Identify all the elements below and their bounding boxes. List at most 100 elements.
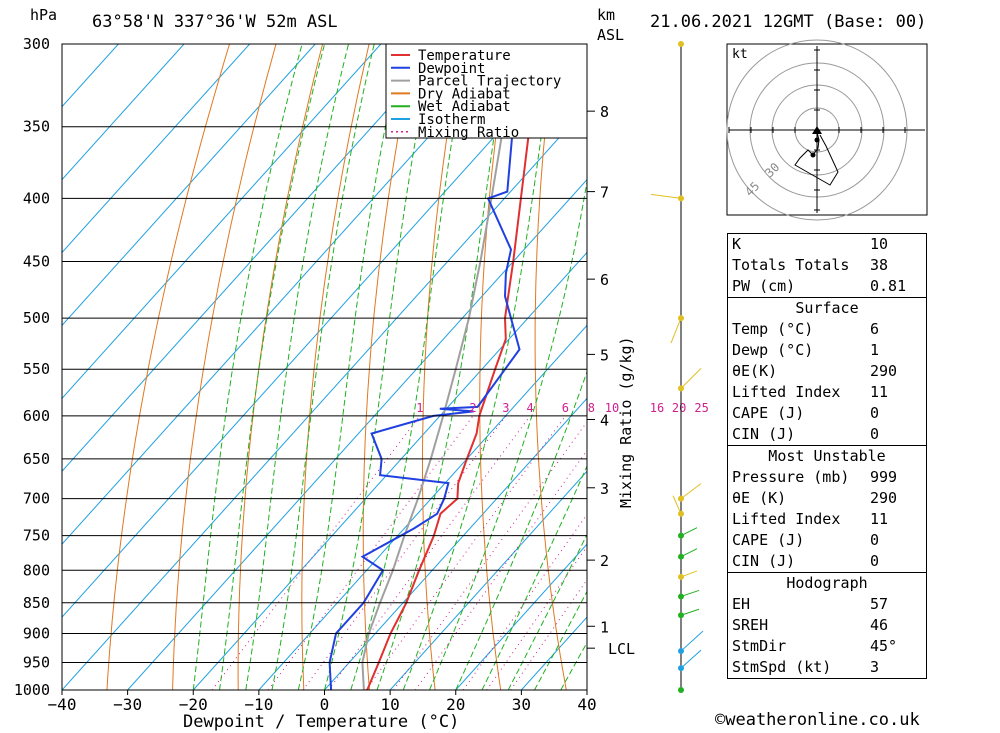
index-value: 1 <box>866 340 927 361</box>
mixing-ratio-label: 3 <box>502 401 509 415</box>
mixing-ratio-axis-label: Mixing Ratio (g/kg) <box>617 336 635 508</box>
mixing-ratio-line <box>462 513 587 690</box>
credit-text: ©weatheronline.co.uk <box>715 710 920 730</box>
isotherm-line <box>62 44 579 618</box>
index-label: K <box>727 233 866 255</box>
x-tick-label: −30 <box>113 695 142 714</box>
pressure-tick-label: 500 <box>23 309 50 327</box>
index-label: Lifted Index <box>727 509 866 530</box>
storm-motion-marker <box>812 126 822 134</box>
wind-barb <box>680 649 702 669</box>
x-tick-label: 0 <box>320 695 330 714</box>
indices-table: K 10 Totals Totals 38 PW (cm) 0.81 Surface Temp… <box>727 233 927 679</box>
mixing-ratio-label: 8 <box>588 401 595 415</box>
isotherm-line <box>127 178 587 690</box>
wind-barb-dot <box>678 553 684 560</box>
isotherm-line <box>62 44 316 327</box>
dry-adiabat-line <box>362 44 417 690</box>
mixing-ratio-line <box>328 415 531 690</box>
plot-frame <box>61 43 588 691</box>
dry-adiabat-line <box>534 44 567 690</box>
pressure-tick-label: 450 <box>23 253 50 271</box>
wet-adiabat-line <box>481 464 587 690</box>
mixing-ratio-label: 20 <box>672 401 686 415</box>
mixing-ratio-line <box>393 421 587 690</box>
hodograph-point <box>810 152 816 158</box>
pressure-tick-label: 350 <box>23 118 50 136</box>
wind-barb <box>670 317 682 344</box>
mixing-ratio-label: 25 <box>694 401 708 415</box>
location-title: 63°58'N 337°36'W 52m ASL <box>92 12 338 32</box>
index-value: 45° <box>866 636 927 657</box>
indices-row: CAPE (J) 0 <box>727 403 927 424</box>
index-label: CIN (J) <box>727 551 866 573</box>
legend-label: Dry Adiabat <box>418 86 511 102</box>
index-value: 11 <box>866 382 927 403</box>
legend-label: Wet Adiabat <box>418 99 511 115</box>
km-tick-label: 4 <box>600 411 609 429</box>
section-title: Most Unstable <box>727 445 927 467</box>
indices-row: CIN (J) 0 <box>727 551 927 573</box>
km-tick-label: 2 <box>600 552 609 570</box>
indices-row: StmDir 45° <box>727 636 927 657</box>
isotherm-line <box>258 324 587 690</box>
index-value: 0 <box>866 551 927 573</box>
pressure-tick-label: 550 <box>23 360 50 378</box>
isotherm-line <box>192 251 587 690</box>
mixing-ratio-line <box>486 545 587 690</box>
index-value: 290 <box>866 488 927 509</box>
x-tick-label: 30 <box>512 695 531 714</box>
x-tick-label: −40 <box>48 695 77 714</box>
indices-row: Lifted Index 11 <box>727 382 927 403</box>
wind-barb-dot <box>678 41 684 47</box>
pressure-tick-label: 900 <box>23 624 50 642</box>
indices-row: Totals Totals 38 <box>727 255 927 276</box>
index-label: Lifted Index <box>727 382 866 403</box>
wind-barb <box>680 608 700 616</box>
wind-barb-dot <box>678 593 684 600</box>
legend-label: Temperature <box>418 48 511 64</box>
pressure-tick-label: 600 <box>23 407 50 425</box>
km-tick-label: 5 <box>600 346 609 364</box>
wind-barb-dot <box>678 315 684 322</box>
index-label: θE (K) <box>727 488 866 509</box>
isotherm-line <box>455 543 587 690</box>
km-tick-label: 3 <box>600 480 609 498</box>
index-label: StmDir <box>727 636 866 657</box>
x-axis-label: Dewpoint / Temperature (°C) <box>183 712 459 732</box>
wet-adiabat-line <box>192 44 303 690</box>
index-label: CIN (J) <box>727 424 866 446</box>
wind-barb-dot <box>678 648 684 655</box>
indices-row: SREH 46 <box>727 615 927 636</box>
legend-label: Dewpoint <box>418 61 485 77</box>
wind-barb-dot <box>678 495 684 502</box>
pressure-tick-label: 1000 <box>14 681 50 699</box>
index-value: 0 <box>866 530 927 551</box>
legend-box <box>385 43 588 139</box>
legend-label: Parcel Trajectory <box>418 74 561 90</box>
mixing-ratio-label: 16 <box>650 401 664 415</box>
x-tick-label: 40 <box>577 695 596 714</box>
indices-row: StmSpd (kt) 3 <box>727 657 927 679</box>
indices-row: EH 57 <box>727 594 927 615</box>
wet-adiabat-line <box>219 44 326 690</box>
x-tick-label: 20 <box>446 695 465 714</box>
km-tick-label: 8 <box>600 103 609 121</box>
wind-barb <box>672 495 682 514</box>
indices-row: θE (K) 290 <box>727 488 927 509</box>
wind-barb-dot <box>678 385 684 392</box>
isotherm-line <box>389 470 587 690</box>
indices-row: CAPE (J) 0 <box>727 530 927 551</box>
index-value: 38 <box>866 255 927 276</box>
date-title: 21.06.2021 12GMT (Base: 00) <box>650 12 926 32</box>
isotherm-line <box>62 44 185 181</box>
hodograph-point <box>814 137 820 143</box>
km-tick-label: 7 <box>600 184 609 202</box>
km-tick-label: 1 <box>600 618 609 636</box>
wind-barb <box>680 483 702 500</box>
isotherm-line <box>62 44 119 108</box>
isotherm-line <box>62 44 382 400</box>
indices-row: Pressure (mb) 999 <box>727 467 927 488</box>
index-value: 11 <box>866 509 927 530</box>
wind-barb <box>680 368 702 389</box>
